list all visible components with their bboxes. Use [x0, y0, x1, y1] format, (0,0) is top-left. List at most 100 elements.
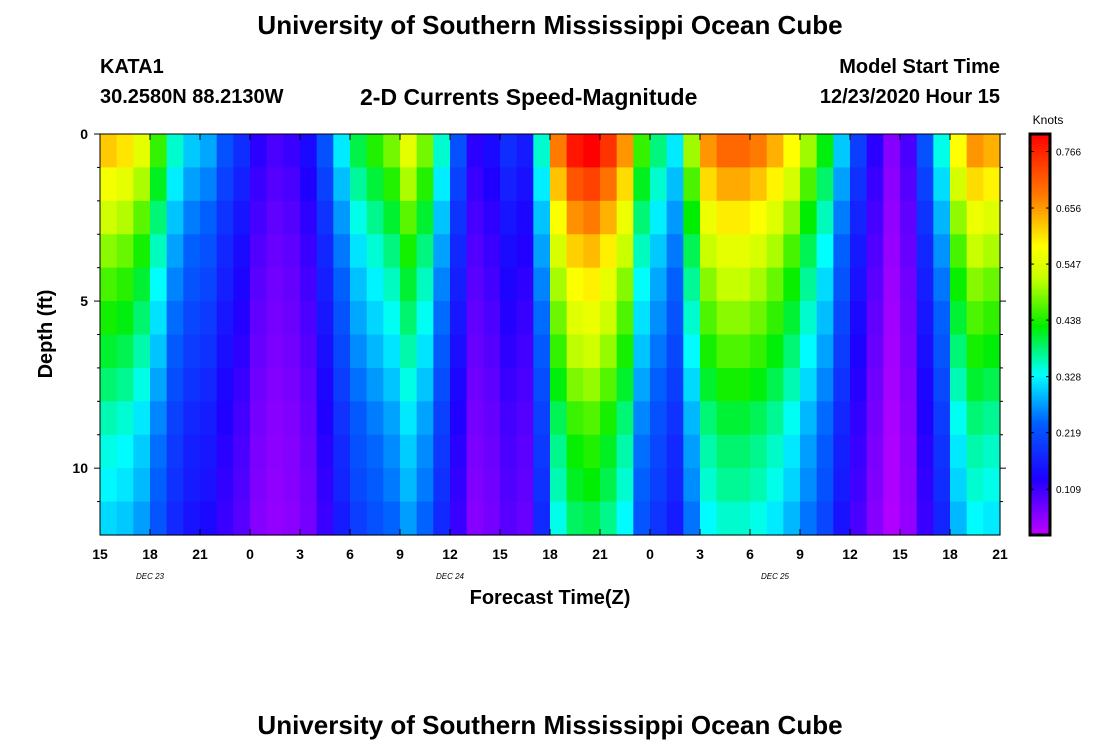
heatmap-cell [316, 167, 334, 202]
heatmap-cell [916, 267, 934, 302]
heatmap-cell [466, 468, 484, 503]
heatmap-cell [316, 234, 334, 269]
heatmap-cell [633, 200, 651, 235]
heatmap-cell [200, 468, 218, 503]
heatmap-cell [866, 501, 884, 536]
heatmap-cell [433, 401, 451, 436]
heatmap-cell [950, 167, 968, 202]
heatmap-cell [650, 401, 668, 436]
heatmap-cell [366, 301, 384, 336]
heatmap-cell [833, 167, 851, 202]
heatmap-cell [183, 501, 201, 536]
heatmap-cell [700, 267, 718, 302]
heatmap-cell [716, 401, 734, 436]
heatmap-cell [933, 501, 951, 536]
heatmap-cell [616, 367, 634, 402]
heatmap-cell [666, 401, 684, 436]
heatmap-cell [433, 434, 451, 469]
heatmap-cell [133, 234, 151, 269]
heatmap-cells [100, 134, 1001, 536]
heatmap-cell [683, 267, 701, 302]
heatmap-cell [450, 301, 468, 336]
heatmap-cell [933, 134, 951, 169]
heatmap-cell [166, 367, 184, 402]
heatmap-cell [150, 167, 168, 202]
heatmap-cell [683, 134, 701, 169]
heatmap-cell [816, 468, 834, 503]
heatmap-cell [916, 167, 934, 202]
heatmap-cell [700, 367, 718, 402]
heatmap-cell [966, 200, 984, 235]
heatmap-cell [500, 301, 518, 336]
heatmap-cell [566, 401, 584, 436]
colorbar-tick-label: 0.328 [1056, 373, 1081, 384]
heatmap-cell [150, 334, 168, 369]
heatmap-cell [883, 334, 901, 369]
heatmap-cell [400, 301, 418, 336]
heatmap-cell [200, 334, 218, 369]
heatmap-cell [616, 134, 634, 169]
heatmap-cell [633, 134, 651, 169]
heatmap-cell [316, 468, 334, 503]
heatmap-cell [366, 334, 384, 369]
heatmap-cell [433, 134, 451, 169]
heatmap-cell [600, 401, 618, 436]
heatmap-cell [500, 501, 518, 536]
heatmap-cell [150, 234, 168, 269]
heatmap-cell [650, 267, 668, 302]
heatmap-cell [400, 167, 418, 202]
heatmap-cell [966, 234, 984, 269]
heatmap-cell [916, 434, 934, 469]
heatmap-cell [900, 301, 918, 336]
heatmap-cell [583, 501, 601, 536]
heatmap-cell [816, 367, 834, 402]
heatmap-cell [600, 468, 618, 503]
heatmap-cell [800, 401, 818, 436]
heatmap-cell [366, 234, 384, 269]
heatmap-cell [500, 334, 518, 369]
heatmap-cell [566, 468, 584, 503]
heatmap-cell [333, 501, 351, 536]
heatmap-cell [250, 367, 268, 402]
colorbar-tick-label: 0.547 [1056, 260, 1081, 271]
heatmap-cell [550, 167, 568, 202]
heatmap-cell [183, 200, 201, 235]
heatmap-cell [716, 234, 734, 269]
heatmap-cell [466, 501, 484, 536]
heatmap-cell [216, 501, 234, 536]
heatmap-cell [483, 468, 501, 503]
heatmap-cell [416, 301, 434, 336]
heatmap-cell [550, 401, 568, 436]
x-axis-label: Forecast Time(Z) [470, 587, 631, 609]
heatmap-cell [283, 134, 301, 169]
heatmap-cell [300, 267, 318, 302]
heatmap-cell [266, 334, 284, 369]
heatmap-cell [816, 401, 834, 436]
heatmap-cell [683, 434, 701, 469]
heatmap-cell [450, 200, 468, 235]
heatmap-cell [766, 301, 784, 336]
heatmap-cell [533, 468, 551, 503]
heatmap-cell [683, 234, 701, 269]
heatmap-cell [950, 468, 968, 503]
heatmap-cell [566, 367, 584, 402]
x-tick-label: 18 [142, 546, 158, 562]
heatmap-cell [400, 501, 418, 536]
heatmap-cell [466, 401, 484, 436]
heatmap-cell [916, 234, 934, 269]
heatmap-cell [866, 234, 884, 269]
heatmap-cell [533, 134, 551, 169]
heatmap-cell [783, 234, 801, 269]
model-start-label: Model Start Time [839, 56, 1000, 78]
heatmap-cell [366, 267, 384, 302]
x-tick-label: 9 [796, 546, 804, 562]
date-label: DEC 25 [761, 572, 790, 581]
heatmap-cell [616, 167, 634, 202]
heatmap-cell [566, 200, 584, 235]
heatmap-cell [883, 134, 901, 169]
heatmap-cell [183, 134, 201, 169]
heatmap-cell [383, 234, 401, 269]
heatmap-cell [866, 434, 884, 469]
heatmap-cell [466, 434, 484, 469]
heatmap-cell [133, 468, 151, 503]
